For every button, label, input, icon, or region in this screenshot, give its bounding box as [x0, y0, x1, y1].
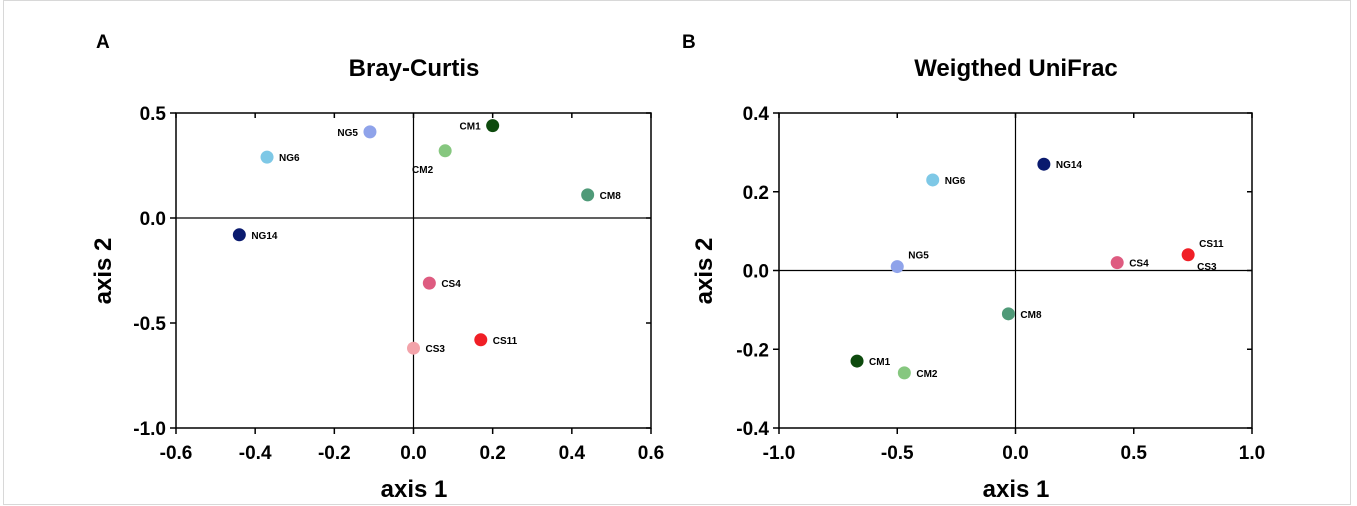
data-point-ng6	[260, 150, 274, 164]
data-label-ng6: NG6	[279, 153, 300, 164]
y-tick-label: -0.4	[736, 419, 769, 440]
y-tick-label: 0.0	[743, 262, 769, 283]
figure-frame	[3, 0, 1351, 505]
y-tick-label: 0.2	[743, 183, 769, 204]
y-tick-label: -0.2	[736, 340, 769, 361]
y-tick-label: -0.5	[133, 314, 166, 335]
data-label-cs4: CS4	[1129, 259, 1149, 270]
chart-title-b: Weigthed UniFrac	[914, 55, 1118, 82]
panel-a: A Bray-Curtis axis 1 axis 2 -0.6 -0.4 -0.2…	[90, 32, 664, 503]
panel-letter-a: A	[96, 32, 110, 53]
data-label-cm1: CM1	[869, 357, 891, 368]
x-tick-label: -1.0	[763, 443, 796, 464]
x-tick-label: 0.2	[479, 443, 505, 464]
data-point-ng5	[363, 125, 377, 139]
y-tick-label: -1.0	[133, 419, 166, 440]
x-tick-label: 0.5	[1121, 443, 1148, 464]
data-label-cm2: CM2	[412, 165, 434, 176]
data-point-cm1	[850, 354, 864, 368]
data-point-cs4	[1110, 256, 1124, 270]
data-label-cs4: CS4	[441, 279, 461, 290]
y-tick-label: 0.4	[743, 104, 770, 125]
data-label-cm8: CM8	[1020, 310, 1042, 321]
y-tick-label: 0.5	[140, 104, 167, 125]
data-point-cs4	[422, 276, 436, 290]
x-tick-label: -0.2	[318, 443, 351, 464]
data-point-cs3	[407, 341, 420, 355]
x-tick-label: 0.6	[638, 443, 664, 464]
data-point-cm8	[581, 188, 595, 202]
data-label-cs3: CS3	[426, 344, 446, 355]
x-tick-label: -0.5	[881, 443, 914, 464]
data-label-cs11: CS11	[493, 336, 518, 347]
data-point-ng5	[890, 260, 904, 274]
data-label-cm8: CM8	[600, 191, 622, 202]
data-label-cs3: CS3	[1197, 262, 1217, 273]
y-axis-label-b: axis 2	[691, 238, 718, 305]
x-tick-label: -0.6	[160, 443, 193, 464]
data-point-cm8	[1001, 307, 1015, 321]
panel-b: B Weigthed UniFrac axis 1 axis 2 -1.0 -0.…	[682, 32, 1265, 503]
chart-title-a: Bray-Curtis	[349, 55, 480, 82]
data-label-cm1: CM1	[460, 122, 482, 133]
x-tick-label: 1.0	[1239, 443, 1265, 464]
data-label-cm2: CM2	[916, 369, 938, 380]
data-label-ng5: NG5	[337, 128, 358, 139]
x-tick-label: 0.0	[1002, 443, 1028, 464]
y-tick-label: 0.0	[140, 209, 166, 230]
data-point-cm1	[486, 119, 500, 133]
data-point-cs11	[1181, 248, 1195, 262]
y-axis-label-a: axis 2	[90, 238, 117, 305]
data-label-cs11: CS11	[1199, 239, 1224, 250]
x-axis-label-b: axis 1	[983, 476, 1050, 503]
panel-letter-b: B	[682, 32, 696, 53]
x-axis-label-a: axis 1	[381, 476, 448, 503]
data-label-ng14: NG14	[251, 231, 278, 242]
data-point-cm2	[438, 144, 452, 158]
plot-area-b: -1.0 -0.5 0.0 0.5 1.0 -0.4 -0.2 0.0 0.2 0.4 NG14 NG…	[736, 104, 1265, 464]
data-label-ng5: NG5	[908, 251, 929, 262]
plot-area-a: -0.6 -0.4 -0.2 0.0 0.2 0.4 0.6 -1.0 -0.5 0.0 0.5 NG…	[133, 104, 664, 464]
x-tick-label: -0.4	[239, 443, 272, 464]
data-point-cm2	[897, 366, 911, 380]
data-label-ng14: NG14	[1056, 160, 1083, 171]
x-tick-label: 0.4	[559, 443, 586, 464]
data-point-ng14	[232, 228, 246, 242]
data-point-ng6	[926, 173, 940, 187]
x-tick-label: 0.0	[400, 443, 426, 464]
data-label-ng6: NG6	[945, 176, 966, 187]
data-point-ng14	[1037, 157, 1051, 171]
data-point-cs11	[474, 333, 488, 347]
